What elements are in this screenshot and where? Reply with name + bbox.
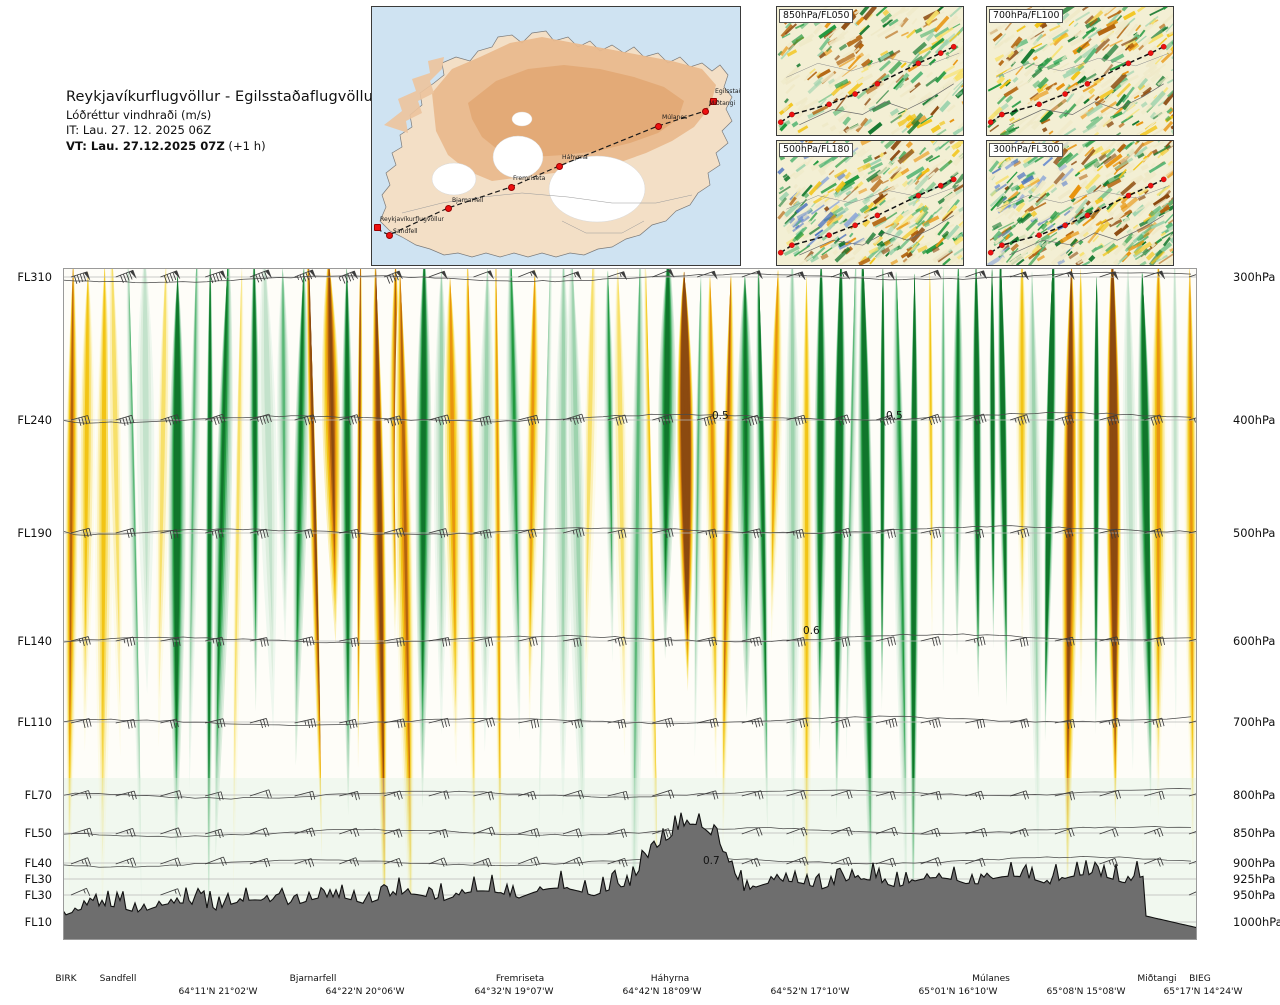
map-label-midtangi: Miðtangi	[709, 100, 736, 107]
station-name-1: Sandfell	[99, 974, 137, 984]
fl-label-4: FL110	[17, 715, 52, 729]
level-panel-graphic-3	[987, 141, 1173, 265]
lead-time-label: (+1 h)	[224, 138, 266, 153]
station-coord-2: 64°11'N 21°02'W	[178, 987, 258, 997]
map-station-dot-reykjavikurflugvollur[interactable]	[374, 224, 381, 231]
hpa-label-10: 1000hPa	[1233, 915, 1280, 929]
fl-label-8: FL30	[24, 872, 52, 886]
hpa-label-9: 950hPa	[1233, 888, 1276, 902]
station-name-5: Fremriseta	[495, 974, 545, 984]
station-coord-4: 64°22'N 20°06'W	[325, 987, 405, 997]
hpa-label-2: 500hPa	[1233, 526, 1276, 540]
init-time-label: IT: Lau. 27. 12. 2025 06Z	[66, 123, 212, 138]
map-label-sandfell: Sandfell	[393, 228, 418, 235]
parameter-label: Lóðréttur vindhraði (m/s)	[66, 108, 212, 123]
cross-section-frame	[63, 268, 1197, 940]
map-label-egilsstadaflugvollur: Egilsstaðaflugvöllur	[715, 88, 740, 95]
contour-label-0: 0.5	[712, 410, 729, 422]
station-coord-15: 65°17'N 14°24'W	[1163, 987, 1243, 997]
station-coord-12: 65°08'N 15°08'W	[1046, 987, 1126, 997]
station-name-11: Múlanes	[972, 974, 1010, 984]
station-coord-10: 65°01'N 16°10'W	[918, 987, 998, 997]
map-station-dot-mulanes[interactable]	[655, 123, 662, 130]
station-coord-8: 64°42'N 18°09'W	[622, 987, 702, 997]
map-station-dot-fremriseta[interactable]	[508, 184, 515, 191]
hpa-label-4: 700hPa	[1233, 715, 1276, 729]
contour-label-2: 0.6	[803, 625, 820, 637]
level-panel-graphic-1	[987, 7, 1173, 135]
hpa-label-0: 300hPa	[1233, 270, 1276, 284]
level-panel-850hpa[interactable]: 850hPa/FL050	[776, 6, 964, 136]
level-panel-700hpa[interactable]: 700hPa/FL100	[986, 6, 1174, 136]
level-panel-850hpa-label: 850hPa/FL050	[779, 9, 854, 24]
hpa-label-1: 400hPa	[1233, 413, 1276, 427]
fl-label-9: FL30	[24, 888, 52, 902]
level-panel-300hpa[interactable]: 300hPa/FL300	[986, 140, 1174, 266]
fl-label-10: FL10	[24, 915, 52, 929]
map-station-dot-sandfell[interactable]	[386, 232, 393, 239]
contour-label-3: 0.7	[703, 855, 720, 867]
station-name-3: Bjarnarfell	[289, 974, 337, 984]
fl-label-3: FL140	[17, 634, 52, 648]
hpa-label-6: 850hPa	[1233, 826, 1276, 840]
level-panel-graphic-2	[777, 141, 963, 265]
station-name-7: Háhyrna	[650, 974, 690, 984]
level-panel-graphic-0	[777, 7, 963, 135]
map-label-fremriseta: Fremriseta	[513, 175, 546, 182]
map-station-dot-egilsstadaflugvollur[interactable]	[710, 98, 717, 105]
hpa-label-3: 600hPa	[1233, 634, 1276, 648]
map-station-dot-bjarnarfell[interactable]	[445, 205, 452, 212]
fl-label-6: FL50	[24, 826, 52, 840]
station-coord-6: 64°32'N 19°07'W	[474, 987, 554, 997]
fl-label-0: FL310	[17, 270, 52, 284]
fl-label-5: FL70	[24, 788, 52, 802]
station-name-13: Miðtangi	[1137, 974, 1177, 984]
hpa-label-8: 925hPa	[1233, 872, 1276, 886]
fl-label-2: FL190	[17, 526, 52, 540]
level-panel-500hpa[interactable]: 500hPa/FL180	[776, 140, 964, 266]
hpa-label-7: 900hPa	[1233, 856, 1276, 870]
level-panel-700hpa-label: 700hPa/FL100	[989, 9, 1064, 24]
valid-time-label: VT: Lau. 27.12.2025 07Z	[66, 138, 225, 153]
map-station-dot-hahyrna[interactable]	[556, 163, 563, 170]
station-name-14: BIEG	[1189, 974, 1211, 984]
fl-label-1: FL240	[17, 413, 52, 427]
level-panel-500hpa-label: 500hPa/FL180	[779, 143, 854, 158]
valid-time-line: VT: Lau. 27.12.2025 07Z (+1 h)	[66, 139, 396, 154]
page-title: Reykjavíkurflugvöllur - Egilsstaðaflugvö…	[66, 89, 380, 105]
map-station-dot-midtangi[interactable]	[702, 108, 709, 115]
map-label-hahyrna: Háhyrna	[562, 154, 588, 161]
map-label-mulanes: Múlanes	[662, 114, 688, 121]
map-label-reykjavikurflugvollur: Reykjavíkurflugvöllur	[380, 216, 444, 223]
hpa-label-5: 800hPa	[1233, 788, 1276, 802]
level-panel-300hpa-label: 300hPa/FL300	[989, 143, 1064, 158]
map-label-bjarnarfell: Bjarnarfell	[452, 197, 484, 204]
station-name-0: BIRK	[55, 974, 77, 984]
route-overview-map[interactable]: Reykjavíkurflugvöllur Sandfell Bjarnarfe…	[371, 6, 741, 266]
cross-section-chart[interactable]	[63, 268, 1197, 940]
iceland-map-graphic	[372, 7, 740, 265]
fl-label-7: FL40	[24, 856, 52, 870]
station-coord-9: 64°52'N 17°10'W	[770, 987, 850, 997]
cross-section-graphic	[63, 268, 1197, 940]
contour-label-1: 0.5	[886, 410, 903, 422]
title-block: Reykjavíkurflugvöllur - Egilsstaðaflugvö…	[66, 88, 396, 154]
